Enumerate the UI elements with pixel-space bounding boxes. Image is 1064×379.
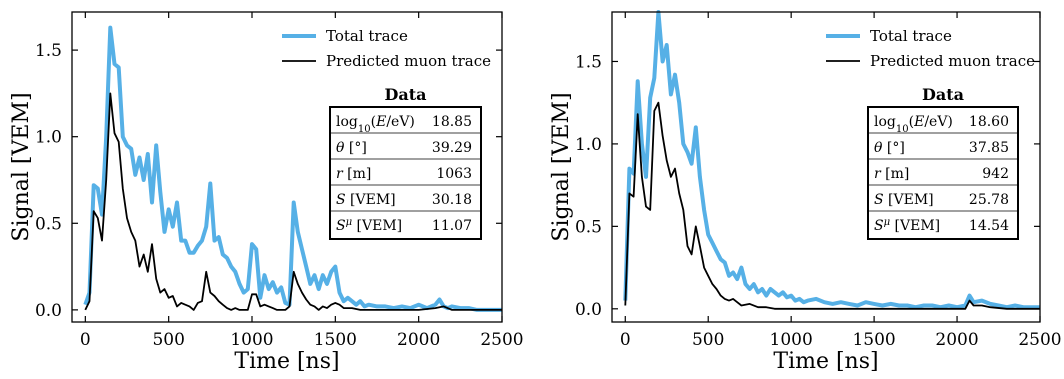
table-title: Data [922,85,964,104]
muon-trace-line [624,101,1040,310]
table-row-value: 18.85 [432,114,472,130]
table-row-label: S [VEM] [336,192,396,208]
table-title: Data [385,85,427,104]
table-row-label: Sμ [VEM] [874,217,940,235]
data-table: Data log10(E/eV) 18.85 θ [°] 39.29 r [m] 1063 S… [329,85,482,240]
x-tick-label: 0 [620,330,631,350]
table-row-value: 18.60 [969,114,1009,130]
x-tick-label: 1500 [314,330,357,350]
x-tick-label: 1000 [230,330,273,350]
table-row-value: 942 [982,166,1009,182]
total-trace-line [83,25,502,312]
x-tick-label: 2500 [480,330,523,350]
data-table: Data log10(E/eV) 18.60 θ [°] 37.85 r [m] 942 S … [867,85,1019,240]
x-tick-label: 1500 [852,330,895,350]
table-row-value: 14.54 [969,218,1009,234]
plot-frame [71,11,503,323]
x-axis-label: Time [ns] [234,349,339,374]
table-row-value: 30.18 [432,192,472,208]
table-row-label: θ [°] [874,140,905,156]
y-tick-label: 1.5 [575,52,602,72]
legend-label: Total trace [870,27,952,45]
y-axis-label: Signal [VEM] [549,92,574,241]
table-row-label: θ [°] [336,140,367,156]
legend: Total trace Predicted muon trace [282,27,491,70]
table-row-value: 39.29 [432,140,472,156]
x-tick-label: 2000 [397,330,440,350]
table-row-label: r [m] [874,166,909,182]
table-box [867,106,1019,240]
y-tick-label: 1.5 [35,41,62,61]
y-tick-label: 0.0 [575,300,602,320]
plot-frame [611,11,1041,323]
chart-right: 0 500 1000 1500 2000 2500 0.0 0.5 1.0 1.5 Time [ns… [549,10,1062,374]
y-tick-label: 0.5 [575,217,602,237]
x-axis-label: Time [ns] [773,349,878,374]
x-tick-label: 2500 [1018,330,1061,350]
table-box [329,106,482,240]
x-tick-label: 500 [692,330,724,350]
chart-left: 0 500 1000 1500 2000 2500 0.0 0.5 1.0 1.5 Time [ns… [9,11,524,374]
x-tick-label: 500 [152,330,184,350]
table-row-label: log10(E/eV) [336,114,415,135]
table-row-value: 1063 [436,166,472,182]
table-row-value: 11.07 [432,218,472,234]
x-tick-label: 0 [80,330,91,350]
muon-trace-line [84,92,502,311]
table-row-label: Sμ [VEM] [336,217,402,235]
table-row-value: 37.85 [969,140,1009,156]
x-tick-label: 1000 [770,330,813,350]
y-tick-label: 0.5 [35,214,62,234]
x-tick-label: 2000 [935,330,978,350]
legend-label: Predicted muon trace [870,52,1035,70]
table-row-value: 25.78 [969,192,1009,208]
y-tick-label: 1.0 [575,135,602,155]
table-row-label: S [VEM] [874,192,934,208]
legend-label: Total trace [326,27,408,45]
legend-label: Predicted muon trace [326,52,491,70]
table-row-label: r [m] [336,166,371,182]
table-row-label: log10(E/eV) [874,114,953,135]
legend: Total trace Predicted muon trace [826,27,1035,70]
y-tick-label: 0.0 [35,301,62,321]
total-trace-line [623,10,1040,310]
y-tick-label: 1.0 [35,128,62,148]
y-axis-label: Signal [VEM] [9,92,34,241]
